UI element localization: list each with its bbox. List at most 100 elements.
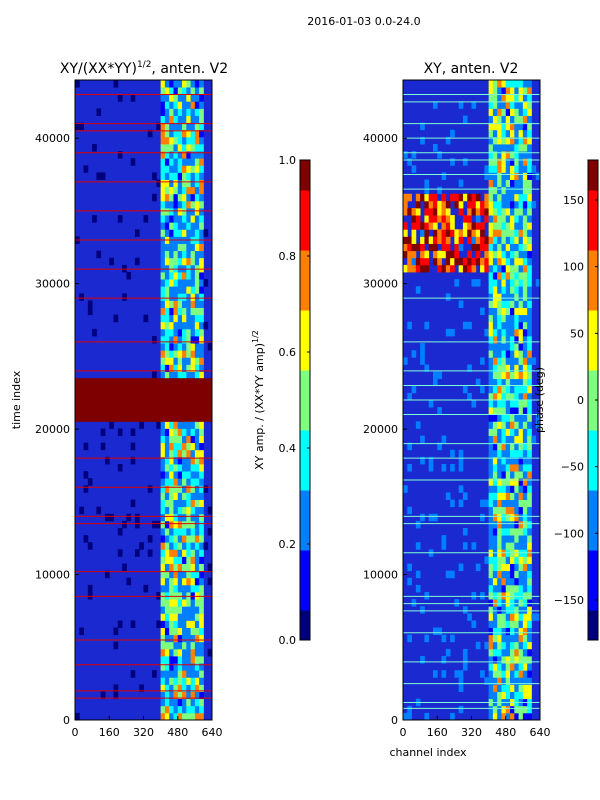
heatmap-cell bbox=[177, 634, 183, 643]
heatmap-cell bbox=[514, 250, 519, 259]
heatmap-cell bbox=[424, 215, 430, 223]
heatmap-cell bbox=[437, 215, 442, 223]
heatmap-cell bbox=[527, 613, 532, 621]
heatmap-cell bbox=[505, 115, 511, 124]
heatmap-cell bbox=[186, 656, 191, 664]
heatmap-cell bbox=[488, 677, 494, 685]
heatmap-cell bbox=[194, 570, 200, 579]
heatmap-cell bbox=[199, 556, 204, 564]
heatmap-cell bbox=[160, 663, 166, 671]
heatmap-cell bbox=[186, 520, 191, 529]
heatmap-cell bbox=[527, 442, 532, 451]
heatmap-cell bbox=[492, 656, 498, 664]
heatmap-cell bbox=[424, 200, 430, 209]
heatmap-cell bbox=[177, 328, 183, 337]
heatmap-cell bbox=[522, 378, 528, 387]
heatmap-cell bbox=[510, 101, 515, 109]
heatmap-cell bbox=[510, 378, 515, 387]
heatmap-cell bbox=[437, 236, 442, 244]
heatmap-cell bbox=[199, 478, 204, 486]
heatmap-cell bbox=[531, 357, 537, 365]
heatmap-cell bbox=[190, 286, 196, 294]
heatmap-cell bbox=[510, 279, 515, 287]
heatmap-cell bbox=[518, 328, 524, 337]
heatmap-cell bbox=[199, 200, 204, 209]
heatmap-cell bbox=[117, 528, 123, 536]
heatmap-cell bbox=[199, 421, 204, 429]
heatmap-cell bbox=[182, 648, 187, 657]
heatmap-cell bbox=[492, 392, 498, 401]
heatmap-cell bbox=[522, 400, 528, 408]
heatmap-cell bbox=[87, 307, 93, 316]
heatmap-cell bbox=[492, 257, 498, 266]
heatmap-cell bbox=[407, 208, 412, 216]
heatmap-cell bbox=[497, 300, 502, 308]
heatmap-cell bbox=[186, 677, 191, 685]
heatmap-cell bbox=[501, 208, 507, 216]
heatmap-cell bbox=[462, 656, 468, 664]
heatmap-cell bbox=[505, 620, 511, 628]
heatmap-cell bbox=[96, 172, 102, 180]
colorbar-segment bbox=[588, 595, 598, 603]
heatmap-cell bbox=[505, 307, 511, 316]
heatmap-cell bbox=[522, 94, 528, 102]
colorbar-segment bbox=[588, 625, 598, 633]
heatmap-cell bbox=[194, 371, 200, 380]
heatmap-cell bbox=[182, 257, 187, 266]
heatmap-cell bbox=[501, 350, 507, 358]
heatmap-cell bbox=[458, 257, 464, 266]
heatmap-cell bbox=[411, 264, 417, 273]
heatmap-cell bbox=[514, 648, 519, 657]
heatmap-cell bbox=[514, 513, 519, 522]
heatmap-cell bbox=[501, 485, 507, 493]
heatmap-cell bbox=[488, 151, 494, 159]
colorbar-segment bbox=[300, 460, 310, 468]
heatmap-cell bbox=[497, 485, 502, 493]
heatmap-cell bbox=[518, 570, 524, 579]
heatmap-cell bbox=[164, 343, 170, 351]
heatmap-cell bbox=[160, 80, 166, 88]
heatmap-cell bbox=[488, 691, 494, 700]
heatmap-cell bbox=[164, 193, 170, 202]
heatmap-cell bbox=[177, 336, 183, 344]
heatmap-cell bbox=[527, 193, 532, 202]
heatmap-cell bbox=[497, 663, 502, 671]
heatmap-cell bbox=[488, 456, 494, 465]
heatmap-cell bbox=[488, 528, 494, 536]
heatmap-cell bbox=[510, 193, 515, 202]
heatmap-cell bbox=[164, 428, 170, 436]
heatmap-cell bbox=[441, 464, 447, 472]
heatmap-cell bbox=[492, 300, 498, 308]
heatmap-cell bbox=[169, 471, 174, 479]
heatmap-cell bbox=[411, 215, 417, 223]
heatmap-cell bbox=[471, 193, 477, 202]
heatmap-cell bbox=[169, 122, 174, 131]
heatmap-cell bbox=[522, 328, 528, 337]
heatmap-cell bbox=[501, 712, 507, 721]
heatmap-cell bbox=[441, 236, 447, 244]
colorbar-segment bbox=[588, 242, 598, 251]
heatmap-cell bbox=[522, 336, 528, 344]
heatmap-cell bbox=[96, 250, 102, 259]
heatmap-cell bbox=[518, 378, 524, 387]
heatmap-cell bbox=[510, 108, 515, 116]
heatmap-cell bbox=[492, 144, 498, 152]
heatmap-cell bbox=[492, 606, 498, 614]
heatmap-cell bbox=[450, 129, 455, 138]
heatmap-cell bbox=[522, 684, 528, 692]
heatmap-cell bbox=[458, 499, 464, 508]
heatmap-cell bbox=[527, 684, 532, 692]
heatmap-cell bbox=[510, 350, 515, 358]
heatmap-cell bbox=[113, 314, 119, 323]
heatmap-cell bbox=[510, 485, 515, 493]
heatmap-cell bbox=[194, 357, 200, 365]
heatmap-cell bbox=[501, 592, 507, 600]
heatmap-cell bbox=[492, 250, 498, 259]
heatmap-cell bbox=[169, 428, 174, 436]
heatmap-cell bbox=[182, 101, 187, 109]
colorbar-segment bbox=[588, 490, 598, 498]
heatmap-cell bbox=[492, 80, 498, 88]
heatmap-cell bbox=[527, 520, 532, 529]
heatmap-cell bbox=[527, 264, 532, 273]
heatmap-cell bbox=[527, 535, 532, 543]
